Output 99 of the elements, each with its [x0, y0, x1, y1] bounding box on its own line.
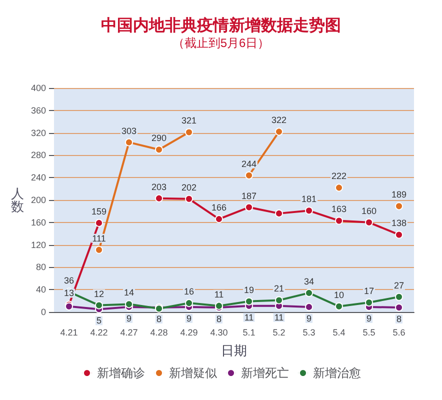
- data-label: 111: [92, 233, 106, 244]
- point: [215, 215, 223, 224]
- point: [395, 292, 403, 301]
- data-label: 10: [334, 290, 344, 300]
- data-label: 21: [274, 284, 284, 294]
- data-label: 34: [304, 276, 314, 286]
- data-label: 303: [121, 126, 137, 136]
- point: [335, 184, 343, 192]
- x-tick-label: 5.4: [332, 328, 346, 338]
- x-tick-label: 4.30: [210, 328, 228, 338]
- data-label: 203: [151, 182, 167, 192]
- x-tick-label: 5.2: [272, 328, 286, 338]
- y-tick-label: 360: [30, 105, 46, 116]
- chart-subtitle: （截止到5月6日）: [172, 36, 270, 50]
- point: [245, 203, 253, 212]
- x-tick-label: 4.27: [120, 328, 138, 338]
- data-label: 9: [306, 313, 312, 324]
- y-tick-label: 400: [30, 83, 46, 93]
- legend-label: 新增治愈: [313, 366, 361, 380]
- y-axis-title: 人数: [11, 186, 24, 214]
- point: [125, 138, 133, 146]
- point: [155, 146, 163, 154]
- data-label: 17: [364, 286, 374, 296]
- y-tick-label: 200: [30, 195, 46, 205]
- x-tick-label: 4.21: [60, 328, 78, 338]
- point: [245, 297, 253, 306]
- data-label: 189: [391, 190, 407, 200]
- point: [245, 171, 253, 180]
- data-label: 160: [361, 206, 377, 216]
- data-label: 9: [126, 313, 132, 324]
- data-label: 9: [366, 313, 372, 324]
- point: [365, 218, 373, 226]
- point: [125, 300, 133, 308]
- data-label: 138: [391, 218, 407, 228]
- legend-label: 新增疑似: [169, 366, 217, 380]
- y-tick-label: 0: [40, 307, 46, 317]
- point: [185, 299, 193, 308]
- chart-title: 中国内地非典疫情新增数据走势图: [101, 16, 341, 34]
- data-label: 181: [301, 194, 317, 204]
- data-label: 8: [216, 314, 222, 324]
- point: [275, 296, 283, 304]
- point: [185, 194, 193, 203]
- y-tick-label: 120: [30, 240, 46, 250]
- legend-label: 新增死亡: [241, 366, 289, 380]
- point: [155, 194, 163, 202]
- point: [95, 301, 103, 310]
- data-label: 16: [184, 286, 194, 297]
- y-tick-label: 320: [30, 128, 46, 138]
- x-tick-label: 5.6: [392, 328, 406, 338]
- data-label: 163: [331, 204, 347, 214]
- y-tick-label: 160: [30, 217, 46, 228]
- x-tick-label: 5.5: [362, 328, 376, 338]
- data-label: 321: [181, 116, 197, 126]
- data-label: 290: [151, 133, 167, 144]
- point: [95, 218, 103, 227]
- data-label: 14: [124, 288, 134, 298]
- data-label: 11: [244, 312, 254, 322]
- point: [335, 302, 343, 310]
- point: [395, 230, 403, 239]
- data-label: 8: [396, 314, 402, 324]
- data-label: 13: [64, 288, 74, 298]
- data-label: 19: [244, 284, 254, 295]
- data-label: 187: [241, 190, 257, 201]
- point: [305, 302, 313, 311]
- data-label: 5: [96, 316, 102, 326]
- point: [305, 288, 313, 297]
- data-label: 159: [91, 206, 107, 216]
- point: [95, 246, 103, 254]
- point: [185, 128, 193, 136]
- data-label: 9: [186, 313, 192, 324]
- data-label: 202: [181, 182, 197, 192]
- y-tick-label: 80: [36, 262, 46, 272]
- y-tick-label: 240: [30, 172, 46, 183]
- data-label: 12: [94, 288, 104, 299]
- legend-label: 新增确诊: [97, 366, 145, 380]
- data-label: 322: [271, 115, 287, 126]
- data-label: 36: [64, 275, 74, 286]
- data-label: 222: [331, 171, 347, 182]
- x-tick-label: 5.3: [302, 328, 316, 338]
- y-tick-label: 280: [30, 150, 46, 160]
- data-label: 8: [156, 314, 162, 324]
- data-label: 244: [241, 158, 257, 169]
- point: [275, 209, 283, 218]
- data-label: 11: [214, 289, 224, 300]
- point: [365, 298, 373, 306]
- y-tick-label: 40: [36, 284, 46, 295]
- point: [395, 304, 403, 312]
- x-tick-label: 4.22: [90, 328, 108, 338]
- x-tick-label: 4.28: [150, 328, 168, 338]
- data-label: 27: [394, 280, 404, 290]
- point: [305, 206, 313, 215]
- data-label: 166: [211, 202, 227, 213]
- point: [395, 202, 403, 210]
- x-tick-label: 4.29: [180, 328, 198, 338]
- point: [335, 216, 343, 225]
- x-axis-title: 日期: [221, 343, 247, 358]
- point: [275, 128, 283, 136]
- data-label: 11: [274, 312, 284, 322]
- x-tick-label: 5.1: [242, 328, 256, 338]
